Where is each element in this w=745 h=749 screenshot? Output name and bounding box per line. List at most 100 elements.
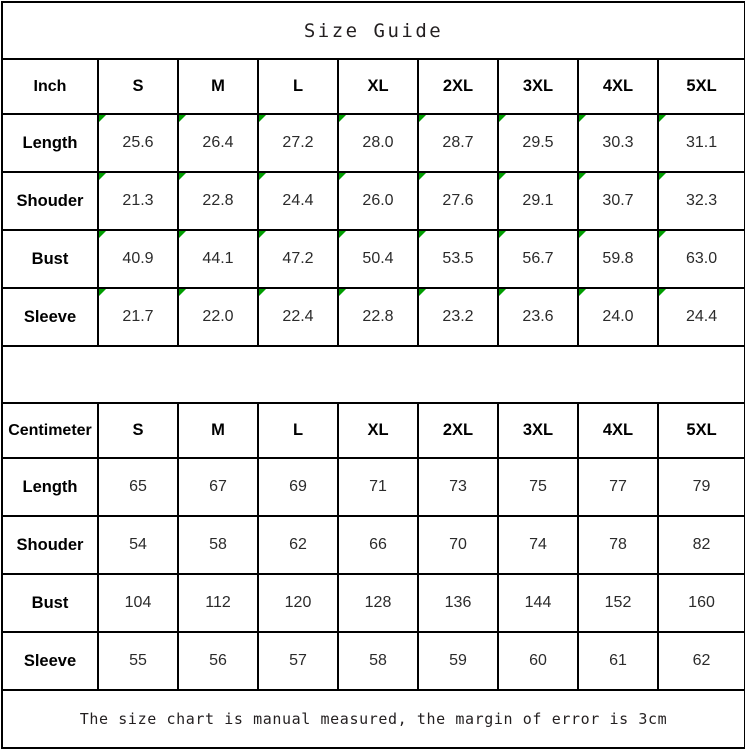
text-marker-icon [180,232,186,238]
text-marker-icon [180,116,186,122]
cm-col-header-xl: XL [337,402,419,459]
inch-shoulder-l: 24.4 [257,171,339,231]
inch-bust-4xl: 59.8 [577,229,659,289]
cm-row-label-shoulder: Shouder [1,515,99,575]
inch-row-label-sleeve: Sleeve [1,287,99,347]
title-row: Size Guide [0,1,745,60]
table-row: Sleeve 55 56 57 58 59 60 61 62 [1,631,745,691]
cm-sleeve-s: 55 [97,631,179,691]
footer-note-row: The size chart is manual measured, the m… [0,689,745,749]
text-marker-icon [420,116,426,122]
cm-bust-m: 112 [177,573,259,633]
cm-bust-xl: 128 [337,573,419,633]
cm-shoulder-5xl: 82 [656,515,745,575]
text-marker-icon [340,116,346,122]
inch-row-label-length: Length [1,113,99,173]
inch-length-5xl: 31.1 [656,113,745,173]
inch-bust-m: 44.1 [177,229,259,289]
text-marker-icon [340,174,346,180]
cm-sleeve-xl: 58 [337,631,419,691]
inch-col-header-3xl: 3XL [497,58,579,115]
cm-bust-3xl: 144 [497,573,579,633]
table-spacer-row [0,345,745,404]
inch-sleeve-s: 21.7 [97,287,179,347]
inch-shoulder-3xl: 29.1 [497,171,579,231]
table-row: Length 25.6 26.4 27.2 28.0 28.7 29.5 30.… [1,113,745,173]
cm-sleeve-4xl: 61 [577,631,659,691]
page-title: Size Guide [0,1,745,60]
table-row: Shouder 54 58 62 66 70 74 78 82 [1,515,745,575]
cm-shoulder-xl: 66 [337,515,419,575]
inch-shoulder-2xl: 27.6 [417,171,499,231]
text-marker-icon [500,290,506,296]
cm-sleeve-2xl: 59 [417,631,499,691]
cm-col-header-2xl: 2XL [417,402,499,459]
cm-row-label-bust: Bust [1,573,99,633]
inch-col-header-4xl: 4XL [577,58,659,115]
cm-length-2xl: 73 [417,457,499,517]
cm-bust-2xl: 136 [417,573,499,633]
cm-bust-l: 120 [257,573,339,633]
cm-sleeve-m: 56 [177,631,259,691]
inch-shoulder-m: 22.8 [177,171,259,231]
cm-length-4xl: 77 [577,457,659,517]
inch-length-4xl: 30.3 [577,113,659,173]
text-marker-icon [660,174,666,180]
inch-sleeve-l: 22.4 [257,287,339,347]
spacer-cell [0,345,745,404]
text-marker-icon [500,116,506,122]
text-marker-icon [420,232,426,238]
inch-unit-label: Inch [1,58,99,115]
inch-shoulder-5xl: 32.3 [656,171,745,231]
cm-col-header-l: L [257,402,339,459]
text-marker-icon [180,290,186,296]
cm-length-l: 69 [257,457,339,517]
inch-sleeve-4xl: 24.0 [577,287,659,347]
cm-length-s: 65 [97,457,179,517]
table-row: Bust 104 112 120 128 136 144 152 160 [1,573,745,633]
inch-shoulder-s: 21.3 [97,171,179,231]
inch-bust-5xl: 63.0 [656,229,745,289]
inch-shoulder-xl: 26.0 [337,171,419,231]
text-marker-icon [580,174,586,180]
text-marker-icon [420,290,426,296]
cm-length-3xl: 75 [497,457,579,517]
text-marker-icon [100,116,106,122]
text-marker-icon [580,116,586,122]
text-marker-icon [340,290,346,296]
inch-bust-l: 47.2 [257,229,339,289]
cm-shoulder-l: 62 [257,515,339,575]
text-marker-icon [260,174,266,180]
cm-sleeve-5xl: 62 [656,631,745,691]
text-marker-icon [180,174,186,180]
table-row: Bust 40.9 44.1 47.2 50.4 53.5 56.7 59.8 … [1,229,745,289]
inch-bust-3xl: 56.7 [497,229,579,289]
cm-col-header-5xl: 5XL [656,402,745,459]
inch-col-header-xl: XL [337,58,419,115]
inch-sleeve-xl: 22.8 [337,287,419,347]
cm-col-header-s: S [97,402,179,459]
cm-shoulder-4xl: 78 [577,515,659,575]
text-marker-icon [100,232,106,238]
inch-col-header-m: M [177,58,259,115]
cm-sleeve-l: 57 [257,631,339,691]
text-marker-icon [660,116,666,122]
text-marker-icon [100,290,106,296]
inch-col-header-5xl: 5XL [656,58,745,115]
text-marker-icon [660,290,666,296]
inch-sleeve-m: 22.0 [177,287,259,347]
cm-unit-label: Centimeter [1,402,99,459]
cm-length-xl: 71 [337,457,419,517]
text-marker-icon [100,174,106,180]
text-marker-icon [260,290,266,296]
cm-length-m: 67 [177,457,259,517]
inch-length-2xl: 28.7 [417,113,499,173]
inch-length-s: 25.6 [97,113,179,173]
cm-shoulder-3xl: 74 [497,515,579,575]
inch-length-3xl: 29.5 [497,113,579,173]
inch-header-row: Inch S M L XL 2XL 3XL 4XL 5XL [1,58,745,115]
inch-col-header-s: S [97,58,179,115]
text-marker-icon [580,232,586,238]
